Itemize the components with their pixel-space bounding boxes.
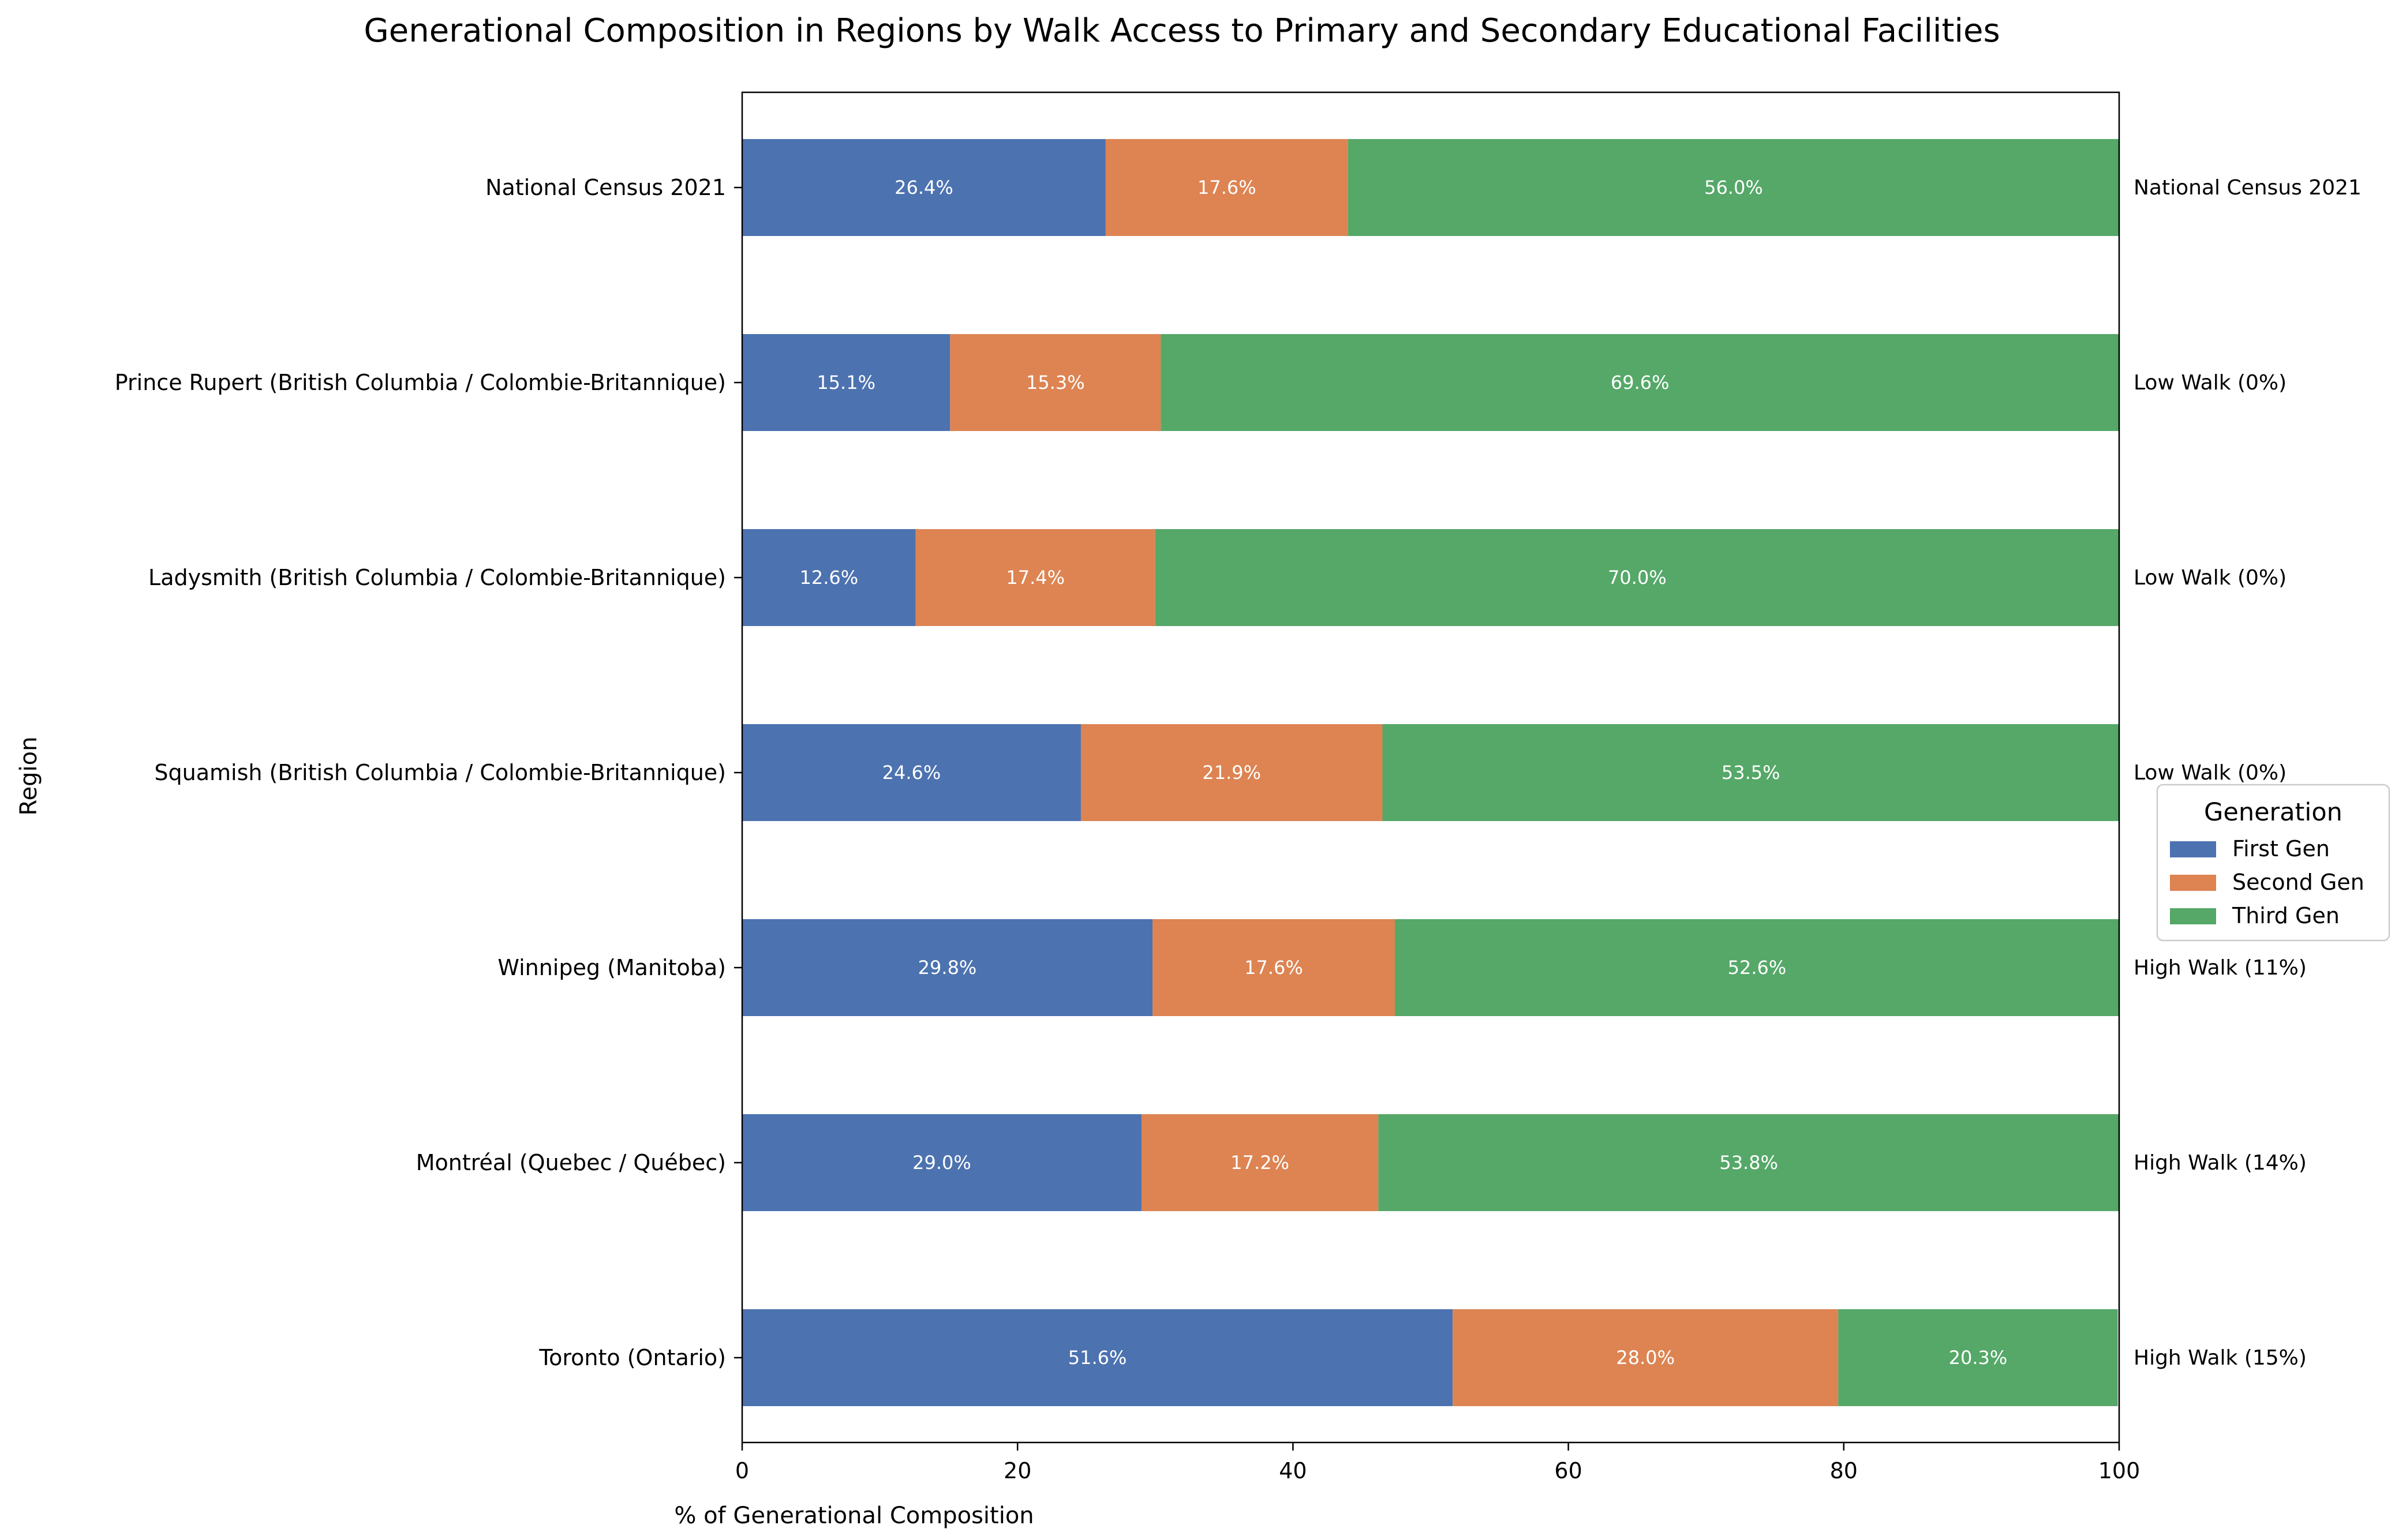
- y-axis-label: Region: [16, 737, 42, 816]
- y-tick-label: Toronto (Ontario): [538, 1345, 726, 1370]
- bar-value-label: 24.6%: [882, 762, 941, 784]
- plot-frame: [741, 91, 2120, 1444]
- bar-third-gen: [1155, 529, 2119, 626]
- bar-value-label: 21.9%: [1202, 762, 1261, 784]
- legend-swatch-first-gen: [2170, 841, 2216, 857]
- bar-value-label: 70.0%: [1608, 567, 1667, 589]
- walk-access-annotation: National Census 2021: [2134, 176, 2362, 200]
- bar-first-gen: [742, 919, 1153, 1016]
- legend-title: Generation: [2204, 798, 2342, 827]
- legend-label: First Gen: [2232, 836, 2330, 861]
- legend-label: Second Gen: [2232, 870, 2364, 895]
- legend-swatch-second-gen: [2170, 875, 2216, 891]
- bar-first-gen: [742, 724, 1081, 821]
- walk-access-annotation: High Walk (15%): [2134, 1346, 2307, 1370]
- bar-value-label: 15.3%: [1026, 372, 1085, 394]
- bar-value-label: 28.0%: [1616, 1347, 1675, 1369]
- bar-second-gen: [915, 529, 1155, 626]
- bar-second-gen: [1152, 919, 1395, 1016]
- y-tick-label: National Census 2021: [485, 175, 726, 200]
- walk-access-annotation: Low Walk (0%): [2134, 566, 2287, 590]
- bar-value-label: 12.6%: [799, 567, 858, 589]
- bar-third-gen: [1161, 334, 2119, 431]
- bar-first-gen: [742, 529, 916, 626]
- chart-title: Generational Composition in Regions by W…: [364, 12, 2000, 50]
- bar-value-label: 17.4%: [1006, 567, 1065, 589]
- bar-value-label: 53.8%: [1719, 1152, 1778, 1174]
- bar-value-label: 17.2%: [1230, 1152, 1289, 1174]
- bar-first-gen: [742, 1309, 1453, 1406]
- x-tick-label: 0: [735, 1458, 749, 1483]
- y-tick-label: Squamish (British Columbia / Colombie-Br…: [154, 760, 726, 785]
- y-tick-label: Montréal (Quebec / Québec): [416, 1150, 726, 1175]
- bar-third-gen: [1394, 919, 2119, 1016]
- bar-first-gen: [742, 334, 950, 431]
- bar-second-gen: [950, 334, 1161, 431]
- x-tick-label: 60: [1554, 1458, 1582, 1483]
- bar-value-label: 29.8%: [918, 957, 977, 979]
- x-axis-label: % of Generational Composition: [674, 1502, 1034, 1529]
- legend-label: Third Gen: [2232, 903, 2340, 928]
- bar-second-gen: [1105, 139, 1348, 236]
- walk-access-annotation: Low Walk (0%): [2134, 761, 2287, 785]
- bar-value-label: 53.5%: [1722, 762, 1780, 784]
- bar-value-label: 69.6%: [1611, 372, 1670, 394]
- walk-access-annotation: High Walk (11%): [2134, 956, 2307, 980]
- x-tick-label: 40: [1279, 1458, 1307, 1483]
- bar-value-label: 52.6%: [1728, 957, 1787, 979]
- walk-access-annotation: High Walk (14%): [2134, 1151, 2307, 1175]
- plot-area: 26.4% 17.6% 56.0% National Census 2021 Natio…: [115, 91, 2362, 1483]
- legend: Generation First Gen Second Gen Third Gen: [2156, 784, 2390, 942]
- legend-swatch-third-gen: [2170, 908, 2216, 924]
- bar-value-label: 29.0%: [912, 1152, 971, 1174]
- bar-value-label: 56.0%: [1704, 177, 1763, 198]
- bar-value-label: 51.6%: [1068, 1347, 1127, 1369]
- bar-third-gen: [1348, 139, 2119, 236]
- bar-value-label: 26.4%: [895, 177, 953, 198]
- x-tick-label: 80: [1830, 1458, 1858, 1483]
- bar-third-gen: [1838, 1309, 2118, 1406]
- bar-first-gen: [742, 1114, 1142, 1211]
- y-tick-label: Winnipeg (Manitoba): [497, 955, 726, 980]
- bar-value-label: 15.1%: [817, 372, 875, 394]
- bar-value-label: 20.3%: [1949, 1347, 2008, 1369]
- legend-box: [2156, 784, 2390, 942]
- x-tick-label: 20: [1004, 1458, 1031, 1483]
- bar-second-gen: [1453, 1309, 1839, 1406]
- bar-second-gen: [1080, 724, 1383, 821]
- bar-second-gen: [1141, 1114, 1379, 1211]
- walk-access-annotation: Low Walk (0%): [2134, 371, 2287, 395]
- bar-value-label: 17.6%: [1198, 177, 1256, 198]
- y-tick-label: Ladysmith (British Columbia / Colombie-B…: [148, 565, 726, 590]
- bar-third-gen: [1378, 1114, 2119, 1211]
- bar-value-label: 17.6%: [1244, 957, 1303, 979]
- x-tick-label: 100: [2098, 1458, 2140, 1483]
- bar-third-gen: [1382, 724, 2119, 821]
- bar-first-gen: [742, 139, 1106, 236]
- y-tick-label: Prince Rupert (British Columbia / Colomb…: [115, 370, 726, 395]
